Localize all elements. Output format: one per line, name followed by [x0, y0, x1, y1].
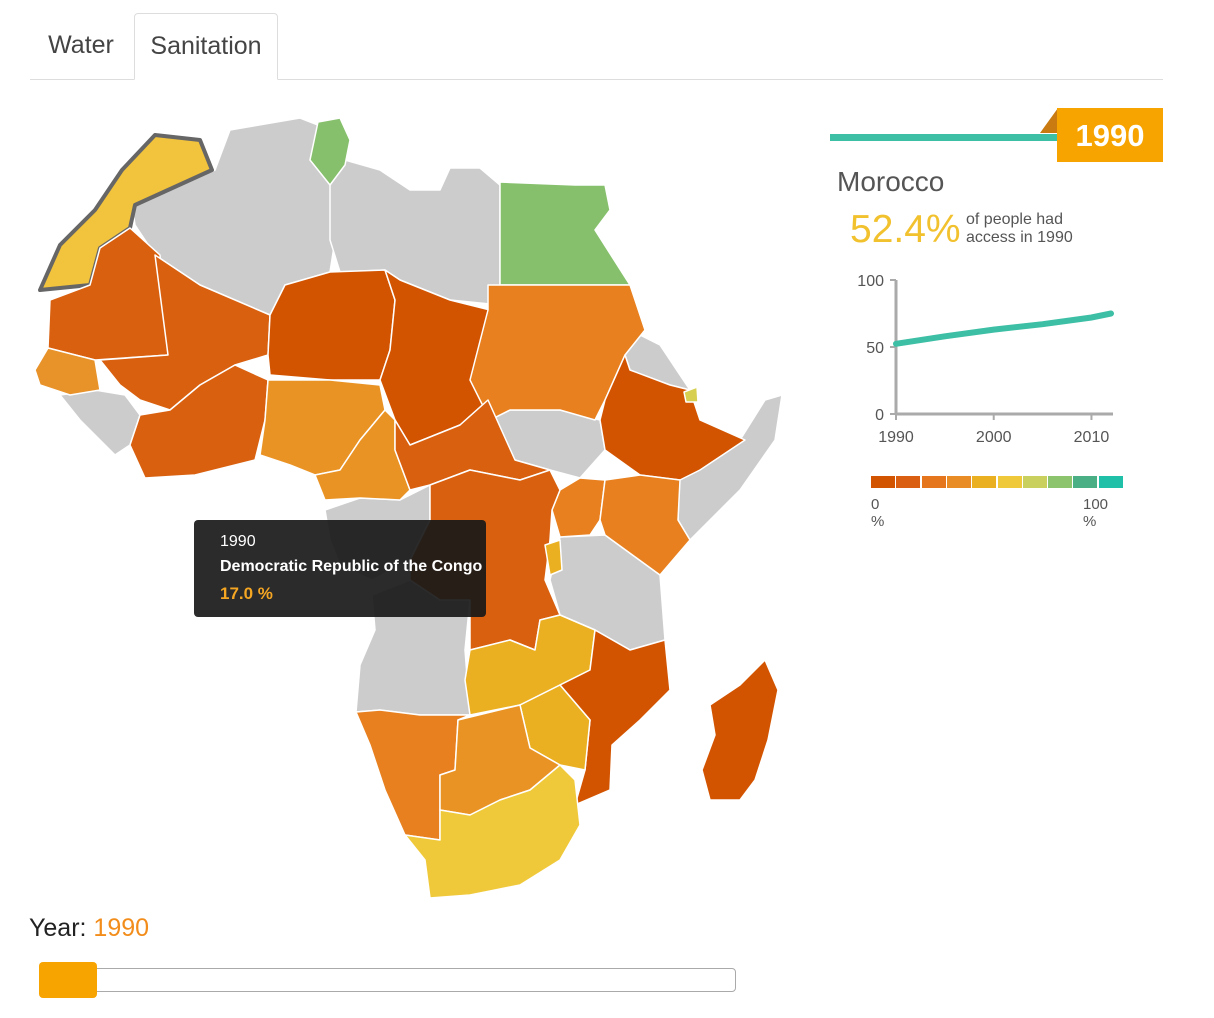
year-label-value: 1990	[93, 914, 150, 942]
legend-swatch	[946, 476, 971, 488]
legend-swatch	[921, 476, 946, 488]
legend-swatch	[896, 476, 921, 488]
year-flag: 1990	[1057, 108, 1163, 162]
year-slider-track[interactable]	[39, 968, 736, 992]
trend-chart-ticks: 0 50 100 1990 2000 2010	[857, 273, 1109, 446]
tab-water[interactable]: Water	[48, 31, 114, 59]
tab-bar: Water Sanitation	[30, 13, 1163, 80]
legend-swatch	[871, 476, 895, 488]
timeline-bar	[830, 134, 1060, 141]
legend-swatch	[1048, 476, 1073, 488]
country-rwanda-burundi[interactable]	[544, 539, 563, 576]
africa-map	[34, 117, 783, 899]
country-sudan[interactable]	[469, 284, 646, 421]
country-egypt[interactable]	[499, 181, 631, 286]
year-flag-fold	[1040, 108, 1058, 133]
country-madagascar[interactable]	[701, 659, 779, 801]
year-label: Year: 1990	[29, 914, 149, 943]
country-uganda[interactable]	[551, 477, 606, 538]
selected-country-description: of people had access in 1990	[966, 211, 1073, 246]
y-tick-label: 50	[866, 340, 884, 357]
trend-chart-axes	[894, 280, 1113, 416]
y-tick-label: 0	[875, 407, 884, 424]
x-tick-label: 2010	[1074, 429, 1110, 446]
x-tick-label: 2000	[976, 429, 1012, 446]
x-tick-label: 1990	[878, 429, 914, 446]
selected-country-name: Morocco	[837, 166, 945, 197]
country-tunisia[interactable]	[309, 117, 351, 186]
selected-country-percent: 52.4%	[850, 208, 961, 251]
trend-line	[893, 310, 1114, 347]
country-south-africa[interactable]	[404, 764, 581, 899]
country-djibouti[interactable]	[683, 386, 699, 403]
country-kenya[interactable]	[599, 474, 691, 576]
trend-chart: 0 50 100 1990 2000 2010	[857, 273, 1114, 446]
country-guinea[interactable]	[59, 389, 141, 456]
tooltip-value: 17.0 %	[220, 584, 273, 603]
tooltip-year: 1990	[220, 533, 256, 550]
country-ethiopia[interactable]	[599, 354, 746, 481]
legend-swatch	[1098, 476, 1123, 488]
tooltip-country: Democratic Republic of the Congo	[220, 558, 483, 575]
legend-swatch	[1022, 476, 1047, 488]
country-niger[interactable]	[267, 269, 396, 381]
y-tick-label: 100	[857, 273, 884, 290]
legend-swatch	[972, 476, 997, 488]
map-tooltip: 1990 Democratic Republic of the Congo 17…	[194, 520, 486, 617]
year-slider-handle[interactable]	[39, 962, 97, 998]
legend-max-label: 100 %	[1083, 496, 1109, 530]
legend-swatch	[1073, 476, 1098, 488]
year-label-text: Year:	[29, 914, 87, 942]
country-senegal[interactable]	[34, 347, 101, 396]
tab-sanitation[interactable]: Sanitation	[134, 13, 278, 80]
legend-swatch	[997, 476, 1022, 488]
legend-min-label: 0 %	[871, 496, 885, 530]
